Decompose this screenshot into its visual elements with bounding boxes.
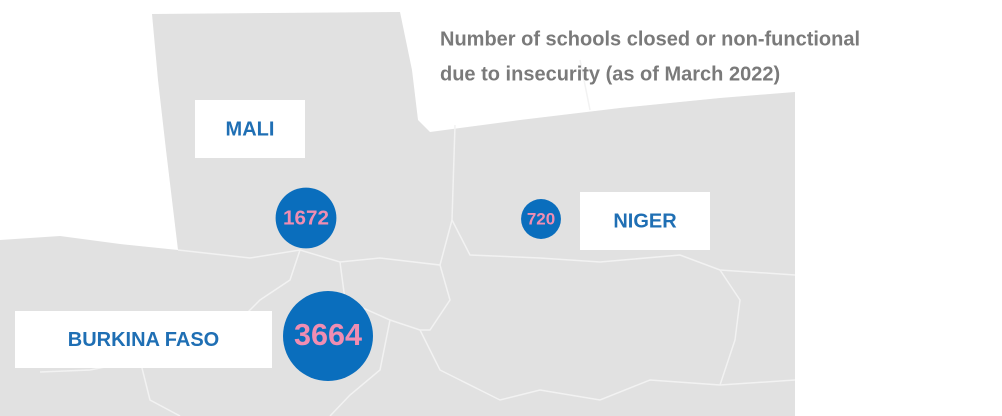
label-box — [195, 100, 305, 158]
title: due to insecurity (as of March 2022) — [440, 63, 780, 85]
country-label: NIGER — [613, 210, 677, 232]
bubble-value: 720 — [527, 209, 555, 228]
title: Number of schools closed or non-function… — [440, 28, 860, 50]
bubble-value: 1672 — [283, 206, 329, 229]
label-box — [15, 311, 272, 368]
country-label: MALI — [226, 118, 275, 140]
country-label: BURKINA FASO — [68, 329, 219, 351]
bubble — [521, 199, 561, 239]
bubble — [275, 187, 337, 249]
bubble-value: 3664 — [294, 318, 362, 352]
bubble — [283, 291, 373, 381]
label-box — [580, 192, 710, 250]
